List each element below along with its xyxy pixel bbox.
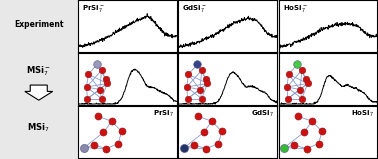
Point	[303, 78, 309, 81]
Text: PrSi$_7$: PrSi$_7$	[153, 109, 174, 119]
Point	[184, 86, 190, 88]
Text: GdSi$_7^-$: GdSi$_7^-$	[182, 3, 207, 14]
Point	[186, 73, 192, 76]
Point	[104, 82, 110, 85]
Point	[84, 86, 90, 88]
Point	[199, 97, 205, 100]
Point	[115, 142, 121, 145]
Point	[184, 97, 191, 100]
Point	[284, 86, 290, 88]
Point	[85, 73, 91, 76]
Point	[101, 131, 107, 134]
Point	[197, 88, 203, 91]
Text: MSi$_7$: MSi$_7$	[28, 122, 50, 134]
Point	[309, 120, 315, 123]
Point	[282, 146, 288, 149]
Point	[94, 63, 100, 66]
Point	[215, 142, 222, 145]
Point	[286, 73, 292, 76]
Point	[181, 146, 187, 149]
Point	[99, 69, 105, 72]
Point	[97, 88, 103, 91]
Point	[316, 142, 322, 145]
Point	[294, 63, 301, 66]
Point	[103, 147, 109, 150]
Point	[95, 115, 101, 118]
Point	[285, 97, 291, 100]
Point	[295, 115, 301, 118]
Point	[204, 82, 211, 85]
Point	[301, 131, 307, 134]
Point	[195, 115, 201, 118]
Point	[305, 82, 311, 85]
Point	[108, 120, 115, 123]
Point	[319, 130, 325, 133]
Point	[304, 147, 310, 150]
Text: MSi$_7^-$: MSi$_7^-$	[26, 64, 51, 77]
Point	[119, 130, 125, 133]
Point	[191, 144, 197, 146]
Point	[194, 63, 200, 66]
Point	[219, 130, 225, 133]
Point	[84, 97, 90, 100]
Point	[203, 78, 209, 81]
Point	[81, 146, 87, 149]
Point	[201, 131, 207, 134]
Text: HoSi$_7$: HoSi$_7$	[352, 109, 374, 119]
Text: GdSi$_7$: GdSi$_7$	[251, 109, 274, 119]
Point	[291, 144, 297, 146]
Point	[297, 88, 303, 91]
Point	[103, 78, 109, 81]
FancyArrow shape	[25, 85, 53, 100]
Text: PrSi$_7^-$: PrSi$_7^-$	[82, 3, 105, 14]
Point	[203, 147, 209, 150]
Point	[299, 97, 305, 100]
Text: HoSi$_7^-$: HoSi$_7^-$	[282, 3, 307, 14]
Point	[299, 69, 305, 72]
Point	[99, 97, 105, 100]
Point	[91, 144, 97, 146]
Text: Experiment: Experiment	[14, 20, 64, 29]
Point	[209, 120, 215, 123]
Point	[199, 69, 205, 72]
